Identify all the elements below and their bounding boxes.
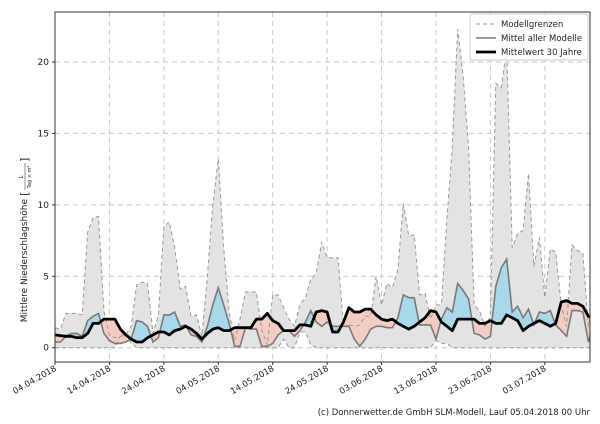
y-tick-label: 15: [38, 129, 49, 139]
model-upper-bound-line: [55, 29, 590, 346]
y-axis-unit-denominator: Tag × m²: [27, 166, 33, 190]
y-tick-label: 0: [43, 344, 49, 354]
y-axis-label-text: Mittlere Niederschlagshöhe: [20, 199, 30, 323]
x-tick-label: 03.06.2018: [338, 364, 385, 397]
x-tick-label: 03.07.2018: [501, 364, 548, 397]
x-tick-label: 04.05.2018: [175, 364, 222, 397]
y-axis: 0 5 10 15 20: [38, 58, 55, 354]
x-tick-label: 13.06.2018: [392, 364, 439, 397]
plot-frame: [54, 11, 591, 363]
model-range-band: [55, 29, 590, 348]
x-axis: 04.04.2018 14.04.2018 24.04.2018 04.05.2018…: [11, 362, 548, 397]
x-tick-label: 14.05.2018: [229, 364, 276, 397]
y-tick-label: 20: [38, 58, 50, 68]
y-axis-unit-numerator: L: [18, 175, 25, 179]
x-tick-label: 24.05.2018: [283, 364, 330, 397]
x-tick-label: 23.06.2018: [447, 364, 494, 397]
legend-item-climate-mean: Mittelwert 30 Jahre: [501, 48, 582, 58]
model-lower-bound-line: [55, 331, 590, 349]
x-tick-label: 24.04.2018: [120, 364, 167, 397]
y-axis-bracket-close: ]: [18, 158, 31, 162]
y-axis-label: Mittlere Niederschlagshöhe [ L Tag × m² …: [18, 158, 33, 323]
x-tick-label: 04.04.2018: [11, 364, 58, 397]
y-tick-label: 10: [38, 201, 50, 211]
y-tick-label: 5: [43, 272, 49, 282]
footer-credit: (c) Donnerwetter.de GmbH SLM-Modell, Lau…: [318, 408, 591, 418]
x-tick-label: 14.04.2018: [66, 364, 113, 397]
legend-item-model-mean: Mittel aller Modelle: [501, 34, 582, 44]
y-axis-bracket-open: [: [18, 192, 31, 196]
below-climate-fill: [55, 300, 590, 347]
legend-item-bounds: Modellgrenzen: [501, 20, 563, 30]
legend: Modellgrenzen Mittel aller Modelle Mitte…: [469, 13, 589, 61]
model-mean-line: [55, 256, 590, 348]
climate-mean-line: [55, 299, 590, 344]
